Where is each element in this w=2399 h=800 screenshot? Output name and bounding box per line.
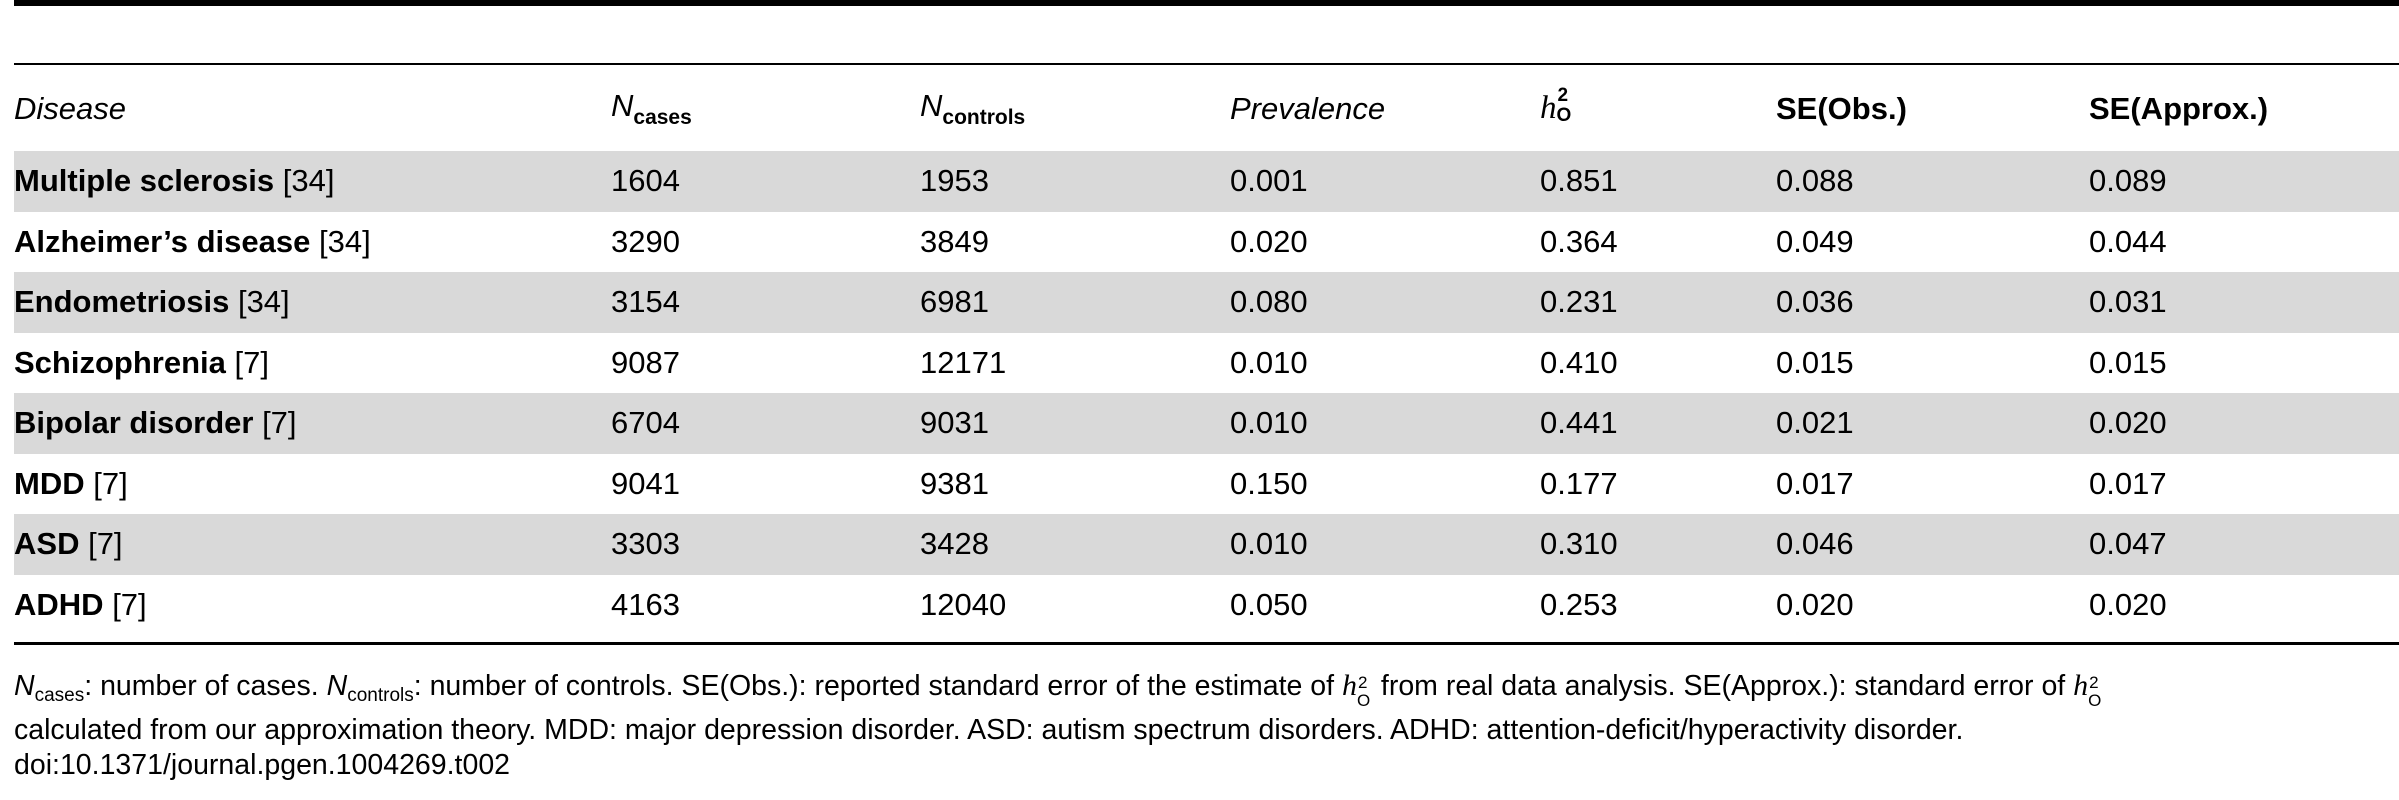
h2-cell: 0.364: [1540, 223, 1618, 259]
se-obs-cell: 0.021: [1776, 405, 1854, 441]
prevalence-cell: 0.080: [1230, 284, 1308, 320]
table-title-rule: [14, 63, 2399, 65]
table-row: Alzheimer’s disease [34] 3290 3849 0.020…: [14, 212, 2399, 273]
n-cases-cell: 3303: [611, 526, 680, 562]
disease-cell: Endometriosis [34]: [14, 284, 290, 320]
n-controls-cell: 1953: [920, 163, 989, 199]
se-approx-cell: 0.089: [2089, 163, 2167, 199]
prevalence-cell: 0.001: [1230, 163, 1308, 199]
header-n-cases: Ncases: [611, 87, 692, 129]
se-obs-cell: 0.088: [1776, 163, 1854, 199]
prevalence-cell: 0.020: [1230, 223, 1308, 259]
n-controls-cell: 12040: [920, 586, 1007, 622]
n-cases-cell: 9087: [611, 344, 680, 380]
h2-cell: 0.253: [1540, 586, 1618, 622]
se-approx-cell: 0.047: [2089, 526, 2167, 562]
table-header-rule: [14, 151, 2399, 154]
disease-cell: Schizophrenia [7]: [14, 344, 269, 380]
table-footnote: Ncases: number of cases. Ncontrols: numb…: [14, 668, 2379, 783]
se-obs-cell: 0.020: [1776, 586, 1854, 622]
se-obs-cell: 0.017: [1776, 465, 1854, 501]
footnote-line-2: calculated from our approximation theory…: [14, 714, 1964, 746]
se-obs-cell: 0.049: [1776, 223, 1854, 259]
table-row: Multiple sclerosis [34] 1604 1953 0.001 …: [14, 151, 2399, 212]
disease-cell: Alzheimer’s disease [34]: [14, 223, 371, 259]
header-se-obs: SE(Obs.): [1776, 90, 1907, 126]
table-row: ADHD [7] 4163 12040 0.050 0.253 0.020 0.…: [14, 575, 2399, 636]
n-cases-cell: 1604: [611, 163, 680, 199]
disease-cell: Bipolar disorder [7]: [14, 405, 297, 441]
table-row: ASD [7] 3303 3428 0.010 0.310 0.046 0.04…: [14, 514, 2399, 575]
table-row: Schizophrenia [7] 9087 12171 0.010 0.410…: [14, 333, 2399, 394]
disease-cell: Multiple sclerosis [34]: [14, 163, 335, 199]
se-obs-cell: 0.046: [1776, 526, 1854, 562]
n-controls-cell: 9031: [920, 405, 989, 441]
h2-cell: 0.310: [1540, 526, 1618, 562]
h2-cell: 0.410: [1540, 344, 1618, 380]
disease-cell: ASD [7]: [14, 526, 123, 562]
n-cases-cell: 6704: [611, 405, 680, 441]
table-row: MDD [7] 9041 9381 0.150 0.177 0.017 0.01…: [14, 454, 2399, 515]
se-obs-cell: 0.015: [1776, 344, 1854, 380]
n-cases-cell: 3290: [611, 223, 680, 259]
h2-cell: 0.177: [1540, 465, 1618, 501]
se-approx-cell: 0.015: [2089, 344, 2167, 380]
prevalence-cell: 0.150: [1230, 465, 1308, 501]
se-approx-cell: 0.020: [2089, 405, 2167, 441]
table-row: Bipolar disorder [7] 6704 9031 0.010 0.4…: [14, 393, 2399, 454]
n-controls-cell: 3849: [920, 223, 989, 259]
header-n-controls: Ncontrols: [920, 87, 1026, 129]
footnote-line-1: Ncases: number of cases. Ncontrols: numb…: [14, 669, 2102, 711]
table-bottom-rule: [14, 642, 2399, 645]
table-top-rule: [14, 0, 2399, 6]
header-se-approx: SE(Approx.): [2089, 90, 2269, 126]
prevalence-cell: 0.010: [1230, 526, 1308, 562]
se-approx-cell: 0.020: [2089, 586, 2167, 622]
table-row: Endometriosis [34] 3154 6981 0.080 0.231…: [14, 272, 2399, 333]
n-controls-cell: 3428: [920, 526, 989, 562]
se-approx-cell: 0.044: [2089, 223, 2167, 259]
prevalence-cell: 0.010: [1230, 344, 1308, 380]
header-disease: Disease: [14, 90, 126, 126]
n-controls-cell: 12171: [920, 344, 1007, 380]
n-cases-cell: 3154: [611, 284, 680, 320]
h2-cell: 0.231: [1540, 284, 1618, 320]
prevalence-cell: 0.050: [1230, 586, 1308, 622]
disease-cell: ADHD [7]: [14, 586, 147, 622]
n-controls-cell: 9381: [920, 465, 989, 501]
footnote-doi: doi:10.1371/journal.pgen.1004269.t002: [14, 749, 511, 781]
header-prevalence: Prevalence: [1230, 90, 1386, 126]
se-approx-cell: 0.031: [2089, 284, 2167, 320]
h2-cell: 0.851: [1540, 163, 1618, 199]
disease-cell: MDD [7]: [14, 465, 128, 501]
n-cases-cell: 9041: [611, 465, 680, 501]
n-controls-cell: 6981: [920, 284, 989, 320]
se-obs-cell: 0.036: [1776, 284, 1854, 320]
n-cases-cell: 4163: [611, 586, 680, 622]
se-approx-cell: 0.017: [2089, 465, 2167, 501]
h2-cell: 0.441: [1540, 405, 1618, 441]
prevalence-cell: 0.010: [1230, 405, 1308, 441]
